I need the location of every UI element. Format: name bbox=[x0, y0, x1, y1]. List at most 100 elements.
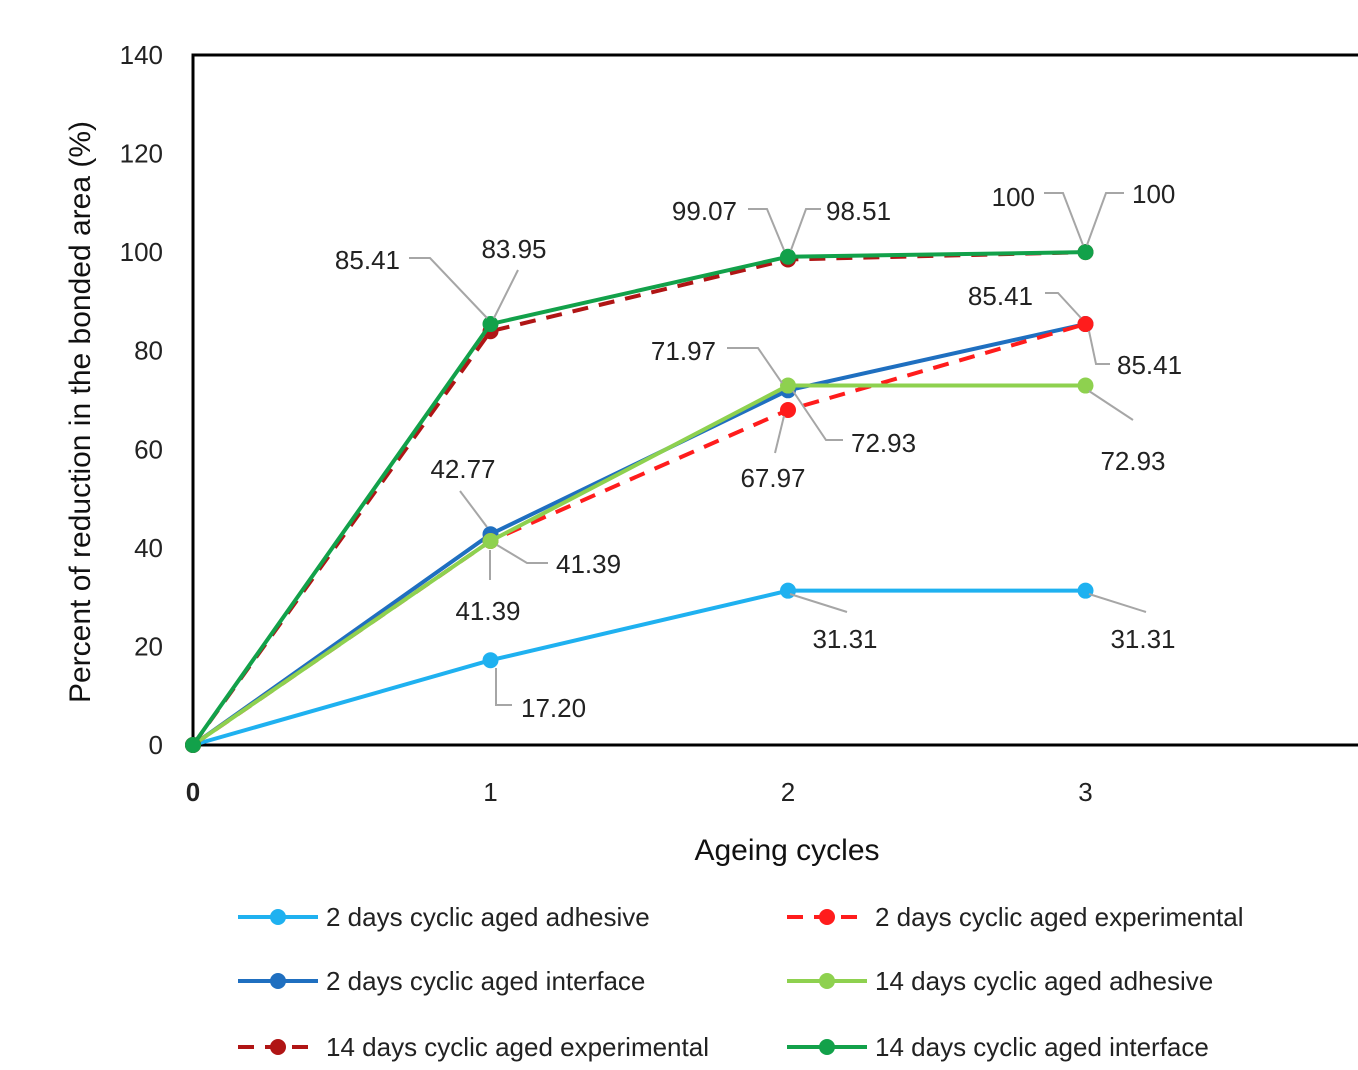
x-tick-label: 1 bbox=[483, 777, 497, 807]
leader-line bbox=[790, 208, 821, 251]
axes: 0 20 40 60 80 100 120 140 0 1 2 3 bbox=[120, 40, 1358, 807]
leader-line bbox=[1088, 593, 1147, 613]
data-label: 71.97 bbox=[651, 336, 783, 384]
data-point bbox=[482, 316, 499, 333]
leader-line bbox=[1088, 390, 1134, 421]
data-point bbox=[1077, 582, 1094, 599]
data-labels: 17.20 31.31 31.31 42.77 41.39 41.39 71.97 67.97… bbox=[335, 179, 1182, 723]
data-label-text: 71.97 bbox=[651, 336, 716, 366]
leader-line bbox=[727, 347, 783, 384]
legend-swatch-marker bbox=[819, 909, 835, 925]
leader-line bbox=[774, 415, 785, 454]
data-point bbox=[1077, 244, 1094, 261]
data-label: 100 bbox=[992, 182, 1084, 246]
y-tick-label: 20 bbox=[134, 631, 163, 661]
series-5 bbox=[185, 244, 1094, 753]
plot-frame bbox=[191, 53, 1358, 747]
x-tick-label: 2 bbox=[781, 777, 795, 807]
data-label: 31.31 bbox=[1088, 593, 1176, 654]
data-label-text: 72.93 bbox=[1100, 446, 1165, 476]
data-point bbox=[482, 652, 499, 669]
data-point bbox=[482, 533, 499, 550]
data-label-text: 85.41 bbox=[968, 281, 1033, 311]
legend-label: 14 days cyclic aged adhesive bbox=[875, 966, 1213, 996]
data-label-text: 83.95 bbox=[481, 234, 546, 264]
data-label: 42.77 bbox=[430, 454, 496, 528]
leader-line bbox=[495, 668, 512, 706]
data-label: 72.93 bbox=[792, 390, 916, 458]
data-label-text: 99.07 bbox=[672, 196, 737, 226]
data-label: 98.51 bbox=[790, 196, 891, 251]
legend-label: 2 days cyclic aged experimental bbox=[875, 902, 1244, 932]
data-label: 99.07 bbox=[672, 196, 785, 251]
data-point bbox=[185, 737, 201, 753]
y-tick-label: 120 bbox=[120, 139, 163, 169]
data-point bbox=[780, 402, 796, 419]
data-label-text: 31.31 bbox=[812, 624, 877, 654]
data-point bbox=[780, 377, 796, 394]
series-4 bbox=[185, 244, 1094, 753]
data-label-text: 72.93 bbox=[851, 428, 916, 458]
data-label: 41.39 bbox=[496, 544, 621, 579]
data-label-text: 41.39 bbox=[556, 549, 621, 579]
data-label-text: 17.20 bbox=[521, 693, 586, 723]
legend-item: 2 days cyclic aged interface bbox=[238, 966, 645, 996]
leader-line bbox=[1086, 192, 1124, 246]
data-point bbox=[1077, 316, 1094, 333]
data-label: 31.31 bbox=[789, 593, 878, 654]
y-tick-label: 0 bbox=[149, 730, 163, 760]
series-line bbox=[191, 322, 1087, 747]
leader-line bbox=[496, 544, 548, 564]
data-label-text: 85.41 bbox=[1117, 350, 1182, 380]
leader-line bbox=[409, 257, 488, 319]
series-line bbox=[191, 250, 1086, 747]
leader-line bbox=[493, 269, 519, 319]
data-label-text: 100 bbox=[1132, 179, 1175, 209]
series-layer bbox=[185, 244, 1094, 753]
legend-item: 14 days cyclic aged adhesive bbox=[787, 966, 1213, 996]
legend-swatch-marker bbox=[819, 973, 835, 989]
data-label-text: 42.77 bbox=[430, 454, 495, 484]
data-label: 85.41 bbox=[1088, 330, 1182, 380]
legend-item: 2 days cyclic aged experimental bbox=[787, 902, 1244, 932]
legend: 2 days cyclic aged adhesive 2 days cyclic… bbox=[238, 902, 1244, 1062]
legend-swatch-marker bbox=[270, 973, 286, 989]
data-label-text: 100 bbox=[992, 182, 1035, 212]
legend-label: 14 days cyclic aged interface bbox=[875, 1032, 1209, 1062]
leader-line bbox=[459, 490, 488, 528]
leader-line bbox=[1088, 330, 1110, 365]
data-label: 17.20 bbox=[495, 668, 586, 723]
legend-swatch-marker bbox=[270, 1039, 286, 1055]
x-tick-label: 3 bbox=[1078, 777, 1092, 807]
data-label: 100 bbox=[1086, 179, 1175, 246]
series-2 bbox=[185, 316, 1094, 753]
data-label: 85.41 bbox=[968, 281, 1082, 319]
data-point bbox=[1077, 377, 1094, 394]
series-line bbox=[191, 250, 1086, 747]
legend-label: 2 days cyclic aged adhesive bbox=[326, 902, 650, 932]
data-label-text: 67.97 bbox=[740, 463, 805, 493]
y-tick-label: 80 bbox=[134, 336, 163, 366]
data-point bbox=[780, 248, 796, 265]
data-label-text: 31.31 bbox=[1110, 624, 1175, 654]
data-label: 41.39 bbox=[455, 550, 521, 626]
y-tick-label: 140 bbox=[120, 40, 163, 70]
legend-item: 14 days cyclic aged interface bbox=[787, 1032, 1209, 1062]
leader-line bbox=[1044, 192, 1084, 246]
leader-line bbox=[789, 593, 848, 613]
data-label: 67.97 bbox=[740, 415, 806, 493]
legend-swatch-marker bbox=[819, 1039, 835, 1055]
x-tick-label: 0 bbox=[186, 777, 200, 807]
data-label-text: 41.39 bbox=[455, 596, 520, 626]
leader-line bbox=[748, 208, 785, 251]
series-line bbox=[192, 588, 1086, 747]
leader-line bbox=[1045, 292, 1082, 319]
legend-label: 2 days cyclic aged interface bbox=[326, 966, 645, 996]
data-label: 83.95 bbox=[481, 234, 547, 319]
legend-item: 2 days cyclic aged adhesive bbox=[238, 902, 650, 932]
data-label-text: 98.51 bbox=[826, 196, 891, 226]
y-axis-title: Percent of reduction in the bonded area … bbox=[64, 121, 97, 703]
y-tick-label: 60 bbox=[134, 434, 163, 464]
data-label: 72.93 bbox=[1088, 390, 1166, 476]
